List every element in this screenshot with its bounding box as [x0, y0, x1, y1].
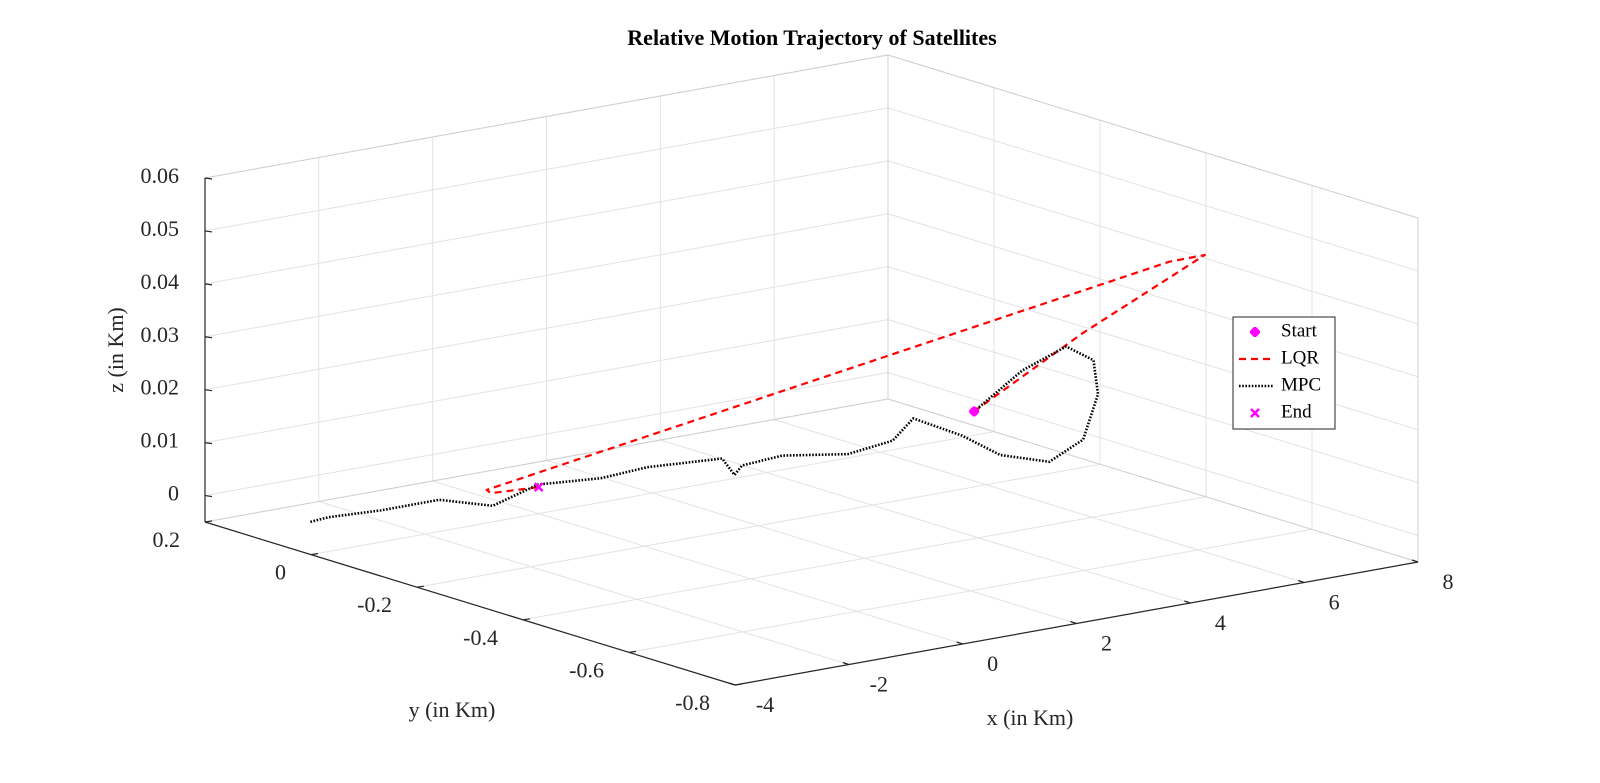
grid-line — [660, 439, 1191, 604]
z-axis-label: z (in Km) — [103, 307, 128, 393]
x-axis-label: x (in Km) — [987, 705, 1074, 730]
series-line — [485, 253, 1206, 495]
x-tick-label: 0 — [987, 651, 998, 676]
x-tick — [1411, 559, 1419, 563]
grid-line — [204, 107, 889, 232]
legend-label: Start — [1281, 320, 1318, 341]
y-tick-label: 0 — [275, 560, 286, 585]
y-tick-label: -0.8 — [675, 690, 710, 715]
marker-stroke — [969, 406, 979, 416]
grid-line — [204, 319, 889, 444]
legend-label: MPC — [1281, 374, 1321, 395]
x-tick-label: 8 — [1443, 569, 1454, 594]
y-tick — [416, 585, 425, 588]
z-tick — [204, 336, 213, 339]
grid-line — [522, 496, 1207, 621]
plot-area — [309, 253, 1206, 524]
z-tick — [204, 230, 213, 233]
z-tick-label: 0.05 — [141, 216, 180, 241]
x-tick — [956, 641, 963, 645]
y-tick — [310, 553, 319, 556]
x-tick-label: 2 — [1101, 631, 1112, 656]
x-tick — [1297, 579, 1305, 584]
grid-line — [204, 266, 889, 391]
z-tick — [204, 494, 213, 498]
z-tick — [204, 389, 213, 392]
z-tick — [204, 283, 213, 286]
y-axis-label: y (in Km) — [409, 697, 496, 722]
y-tick-label: -0.2 — [357, 592, 392, 617]
z-tick-label: 0.01 — [141, 428, 180, 453]
grid-line — [887, 319, 1419, 484]
axes: -4 -2 0 2 4 6 8 -0.8 -0.6 -0.4 -0.2 0 0.2 0 0.01 0.02 0.… — [141, 54, 1454, 717]
grid-line — [204, 372, 889, 497]
grid-line — [887, 372, 1419, 537]
grid-line — [432, 480, 963, 645]
box-edge — [887, 398, 1419, 563]
z-tick-label: 0.04 — [141, 269, 180, 294]
grid-line — [204, 160, 889, 285]
marker-stroke — [1250, 327, 1260, 337]
end-marker — [533, 482, 544, 493]
box-edge — [204, 54, 889, 179]
x-tick-label: -2 — [870, 672, 888, 697]
y-tick — [628, 650, 637, 653]
grid-line — [318, 501, 849, 665]
z-tick — [204, 442, 213, 445]
z-tick-label: 0.02 — [141, 375, 180, 400]
grid-line — [774, 419, 1305, 583]
x-tick-label: -4 — [756, 692, 774, 717]
y-tick-label: -0.6 — [569, 657, 604, 682]
start-marker — [969, 406, 980, 417]
x-tick — [1070, 620, 1077, 625]
y-tick — [522, 618, 531, 621]
z-tick — [204, 177, 213, 180]
x-tick — [728, 682, 736, 686]
z-tick-label: 0.06 — [141, 163, 180, 188]
x-tick-label: 4 — [1215, 610, 1226, 635]
grid-line — [416, 463, 1101, 588]
y-tick — [204, 520, 213, 523]
grid-line — [310, 431, 995, 556]
grid-line — [546, 460, 1077, 624]
grid-line — [887, 107, 1419, 272]
y-tick — [734, 683, 743, 686]
x-tick — [842, 661, 850, 666]
end-marker — [1250, 408, 1260, 418]
y-axis-line — [204, 521, 736, 686]
y-tick-label: 0.2 — [153, 527, 181, 552]
grid-line — [628, 528, 1313, 653]
box-edge — [887, 54, 1419, 219]
box-edge — [204, 398, 889, 523]
legend-label: End — [1281, 401, 1312, 422]
grid-line — [204, 213, 889, 338]
legend: Start LQR MPC End — [1232, 316, 1336, 430]
y-tick-label: -0.4 — [463, 625, 498, 650]
x-tick-label: 6 — [1329, 590, 1340, 615]
chart-title: Relative Motion Trajectory of Satellites — [627, 25, 997, 50]
grid-line — [887, 160, 1419, 325]
start-marker — [1250, 327, 1260, 337]
z-tick-label: 0 — [168, 481, 179, 506]
z-tick-label: 0.03 — [141, 322, 180, 347]
legend-box — [1232, 316, 1336, 430]
x-tick — [1184, 600, 1191, 604]
legend-label: LQR — [1281, 347, 1319, 368]
